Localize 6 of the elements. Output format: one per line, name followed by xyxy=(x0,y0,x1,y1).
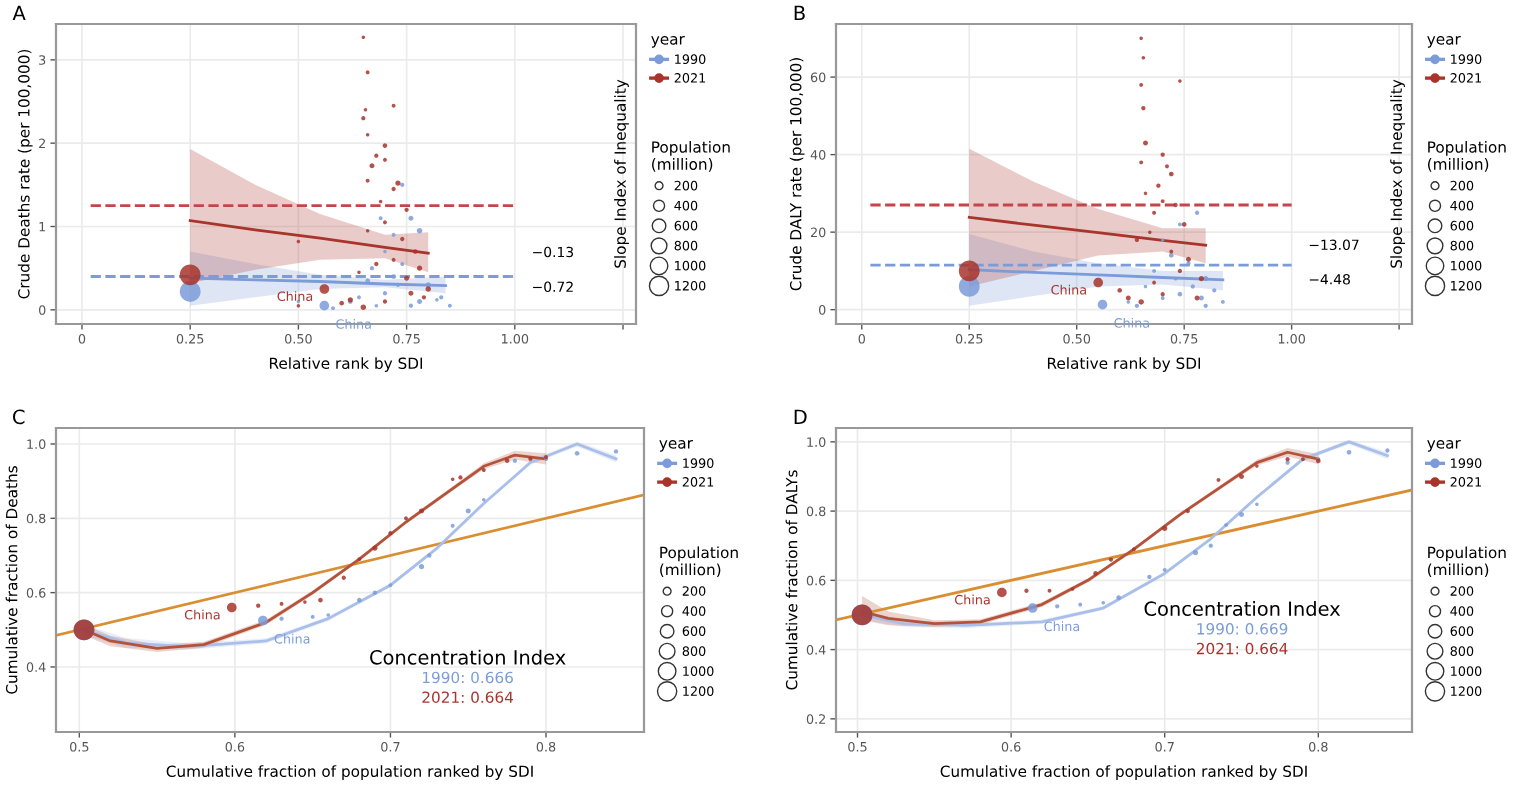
chart-title: B xyxy=(794,5,805,20)
annotation: Concentration Index xyxy=(370,649,566,665)
chart-title: D xyxy=(794,409,807,424)
chart-title: A xyxy=(12,5,26,20)
annotation: Concentration Index xyxy=(1144,600,1341,617)
chart-title: C xyxy=(12,409,25,425)
